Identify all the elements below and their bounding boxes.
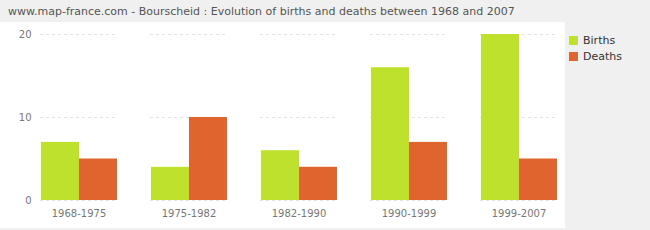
svg-text:1975-1982: 1975-1982 — [162, 208, 217, 219]
svg-text:1999-2007: 1999-2007 — [492, 208, 547, 219]
svg-text:20: 20 — [19, 29, 32, 40]
html-text:Deaths: Deaths — [583, 50, 622, 63]
svg-text:10: 10 — [19, 112, 32, 123]
svg-text:1990-1999: 1990-1999 — [382, 208, 437, 219]
svg-text:1968-1975: 1968-1975 — [52, 208, 107, 219]
html-text:Births: Births — [583, 34, 616, 47]
svg-text:1982-1990: 1982-1990 — [272, 208, 327, 219]
svg-text:0: 0 — [25, 195, 31, 206]
html-text:www.map-france.com - Bourschei: www.map-france.com - Bourscheid : Evolut… — [8, 5, 515, 18]
